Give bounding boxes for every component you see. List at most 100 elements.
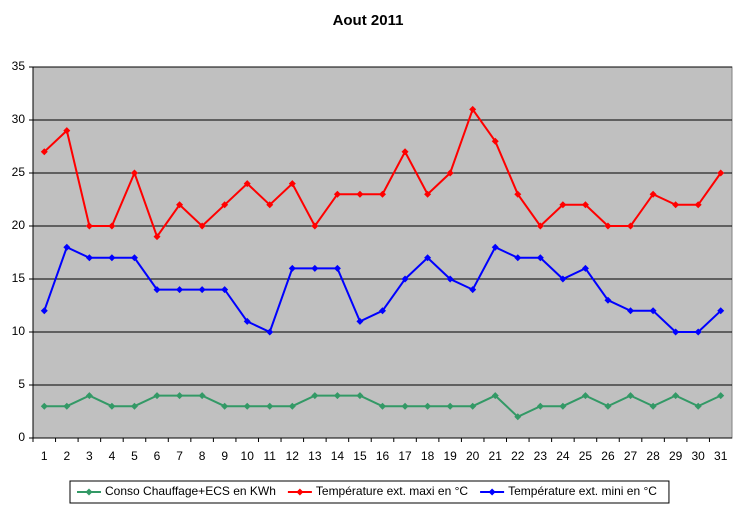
data-point [424, 402, 432, 410]
data-point [469, 402, 477, 410]
data-point [311, 264, 319, 272]
x-tick-label: 11 [264, 449, 277, 463]
data-point [559, 402, 567, 410]
data-point [469, 105, 477, 113]
data-point [717, 307, 725, 315]
x-tick-label: 14 [331, 449, 345, 463]
data-point [649, 402, 657, 410]
y-tick-label: 15 [12, 271, 26, 285]
data-point [40, 148, 48, 156]
data-point [491, 243, 499, 251]
x-tick-label: 29 [669, 449, 683, 463]
data-point [311, 392, 319, 400]
y-tick-label: 5 [18, 377, 25, 391]
data-point [266, 402, 274, 410]
data-point [243, 180, 251, 188]
y-tick-label: 35 [12, 59, 26, 73]
data-point [401, 275, 409, 283]
x-tick-label: 3 [86, 449, 93, 463]
data-point [424, 190, 432, 198]
data-point [694, 402, 702, 410]
data-point [581, 264, 589, 272]
data-point [649, 307, 657, 315]
data-point [536, 222, 544, 230]
data-point [243, 317, 251, 325]
x-tick-label: 18 [421, 449, 435, 463]
data-point [694, 328, 702, 336]
data-point [446, 169, 454, 177]
data-point [40, 402, 48, 410]
data-point [130, 169, 138, 177]
data-point [356, 190, 364, 198]
data-point [311, 222, 319, 230]
legend-label: Conso Chauffage+ECS en KWh [105, 484, 276, 498]
x-tick-label: 20 [466, 449, 480, 463]
data-point [401, 148, 409, 156]
data-point [63, 243, 71, 251]
data-point [717, 392, 725, 400]
chart-title: Aout 2011 [333, 12, 404, 29]
x-tick-label: 19 [443, 449, 457, 463]
data-point [333, 264, 341, 272]
data-point [266, 328, 274, 336]
data-point [627, 222, 635, 230]
x-tick-label: 10 [241, 449, 255, 463]
data-point [604, 296, 612, 304]
data-point [559, 201, 567, 209]
data-point [581, 201, 589, 209]
x-tick-label: 2 [63, 449, 70, 463]
data-point [153, 392, 161, 400]
data-point [491, 392, 499, 400]
x-tick-label: 7 [176, 449, 183, 463]
y-tick-label: 30 [12, 112, 26, 126]
data-point [356, 317, 364, 325]
data-point [379, 402, 386, 410]
data-point [514, 254, 522, 262]
data-point [672, 392, 680, 400]
data-point [221, 286, 229, 294]
data-point [333, 392, 341, 400]
data-point [85, 392, 93, 400]
data-point [379, 190, 386, 198]
legend-marker [296, 488, 304, 496]
data-point [559, 275, 567, 283]
y-tick-label: 20 [12, 218, 26, 232]
data-point [288, 264, 296, 272]
data-point [514, 413, 522, 421]
data-point [266, 201, 274, 209]
data-point [446, 275, 454, 283]
data-point [40, 307, 48, 315]
data-point [108, 254, 116, 262]
data-point [627, 307, 635, 315]
data-point [198, 222, 206, 230]
data-point [85, 222, 93, 230]
data-point [176, 286, 184, 294]
data-point [717, 169, 725, 177]
data-point [536, 402, 544, 410]
x-tick-label: 6 [154, 449, 161, 463]
data-point [604, 222, 612, 230]
data-point [604, 402, 612, 410]
x-tick-label: 12 [286, 449, 300, 463]
data-point [198, 392, 206, 400]
data-point [243, 402, 251, 410]
data-point [649, 190, 657, 198]
x-tick-label: 24 [556, 449, 570, 463]
data-point [333, 190, 341, 198]
data-point [153, 233, 161, 241]
data-point [514, 190, 522, 198]
x-tick-label: 21 [489, 449, 503, 463]
legend-marker [488, 488, 496, 496]
data-point [63, 402, 71, 410]
data-point [85, 254, 93, 262]
data-point [130, 402, 138, 410]
data-point [379, 307, 386, 315]
legend-marker [85, 488, 93, 496]
data-point [672, 201, 680, 209]
x-tick-label: 30 [691, 449, 705, 463]
x-tick-label: 8 [199, 449, 206, 463]
data-point [130, 254, 138, 262]
plot-area [32, 66, 733, 439]
data-point [176, 392, 184, 400]
x-tick-label: 1 [41, 449, 48, 463]
